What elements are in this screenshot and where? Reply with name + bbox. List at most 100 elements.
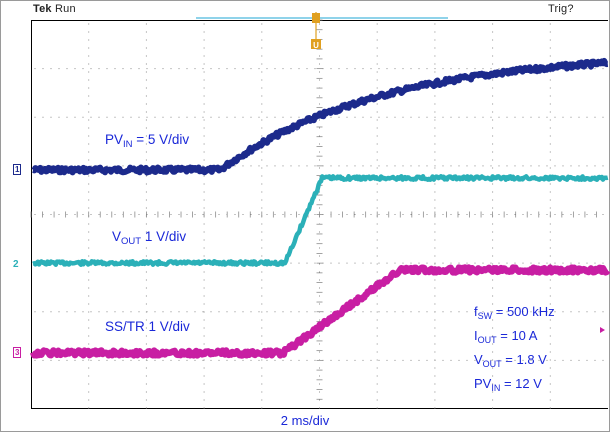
grid-dot — [218, 214, 220, 215]
grid-dot — [306, 262, 308, 264]
grid-dot — [88, 375, 90, 377]
grid-dot — [376, 263, 378, 265]
grid-dot — [376, 159, 378, 161]
grid-dot — [530, 214, 532, 215]
grid-dot — [203, 39, 205, 41]
grid-dot — [203, 231, 205, 233]
grid-dot — [458, 311, 460, 313]
grid-dot — [376, 303, 378, 305]
grid-dot — [322, 214, 324, 215]
grid-dot — [145, 359, 147, 361]
grid-dot — [434, 143, 436, 145]
grid-dot — [145, 319, 147, 321]
grid-dot — [261, 367, 263, 369]
grid-dot — [410, 68, 412, 70]
grid-dot — [319, 199, 320, 201]
grid-dot — [88, 223, 90, 225]
grid-dot — [376, 407, 378, 409]
grid-dot — [298, 311, 300, 313]
grid-dot — [261, 287, 263, 289]
grid-dot — [578, 165, 580, 167]
grid-dot — [376, 47, 378, 49]
grid-dot — [492, 39, 494, 41]
grid-dot — [258, 214, 260, 215]
grid-dot — [88, 87, 90, 89]
grid-dot — [261, 135, 263, 137]
grid-dot — [492, 79, 494, 81]
grid-dot — [402, 116, 404, 118]
grid-dot — [492, 367, 494, 369]
grid-dot — [261, 55, 263, 57]
grid-dot — [261, 199, 263, 201]
grid-dot — [218, 359, 220, 361]
grid-dot — [378, 165, 380, 167]
grid-dot — [376, 239, 378, 241]
grid-dot — [66, 359, 68, 361]
grid-dot — [203, 367, 205, 369]
test-conditions: fSW = 500 kHz IOUT = 10 A VOUT = 1.8 V P… — [474, 302, 555, 398]
grid-dot — [549, 383, 551, 385]
grid-dot — [130, 214, 132, 215]
grid-dot — [42, 68, 44, 70]
grid-dot — [492, 279, 494, 281]
grid-dot — [354, 116, 356, 118]
grid-dot — [418, 68, 420, 70]
grid-dot — [88, 271, 90, 273]
grid-dot — [376, 255, 378, 257]
grid-dot — [88, 343, 90, 345]
grid-dot — [261, 159, 263, 161]
grid-dot — [194, 311, 196, 313]
grid-dot — [434, 247, 436, 249]
grid-dot — [88, 311, 90, 313]
grid-dot — [319, 95, 320, 97]
grid-dot — [114, 116, 116, 118]
grid-dot — [466, 359, 468, 361]
grid-dot — [434, 399, 436, 401]
grid-dot — [370, 68, 372, 70]
grid-dot — [549, 399, 551, 401]
grid-dot — [234, 68, 236, 70]
grid-dot — [362, 214, 364, 215]
grid-dot — [34, 214, 36, 215]
grid-dot — [218, 68, 220, 70]
grid-dot — [410, 359, 412, 361]
grid-dot — [458, 214, 460, 215]
grid-dot — [492, 167, 494, 169]
grid-dot — [319, 399, 320, 401]
grid-dot — [410, 214, 412, 215]
grid-dot — [549, 351, 551, 353]
grid-dot — [394, 214, 396, 215]
ch2-vout-trace — [31, 174, 609, 267]
grid-dot — [492, 95, 494, 97]
grid-dot — [88, 367, 90, 369]
grid-dot — [82, 116, 84, 118]
grid-dot — [554, 311, 556, 313]
grid-dot — [346, 68, 348, 70]
grid-dot — [203, 311, 205, 313]
grid-dot — [322, 165, 324, 167]
grid-dot — [402, 68, 404, 70]
grid-dot — [549, 71, 551, 73]
grid-dot — [203, 223, 205, 225]
grid-dot — [145, 39, 147, 41]
grid-dot — [376, 335, 378, 337]
grid-dot — [450, 311, 452, 313]
grid-dot — [376, 231, 378, 233]
grid-dot — [261, 303, 263, 305]
grid-dot — [258, 68, 260, 70]
grid-dot — [434, 319, 436, 321]
grid-dot — [88, 383, 90, 385]
grid-dot — [562, 214, 564, 215]
grid-dot — [319, 127, 320, 129]
grid-dot — [203, 71, 205, 73]
grid-dot — [549, 39, 551, 41]
grid-dot — [530, 116, 532, 118]
grid-dot — [362, 262, 364, 264]
grid-dot — [410, 311, 412, 313]
grid-dot — [250, 359, 252, 361]
grid-dot — [145, 207, 147, 209]
grid-dot — [549, 127, 551, 129]
grid-dot — [203, 31, 205, 33]
grid-dot — [514, 165, 516, 167]
